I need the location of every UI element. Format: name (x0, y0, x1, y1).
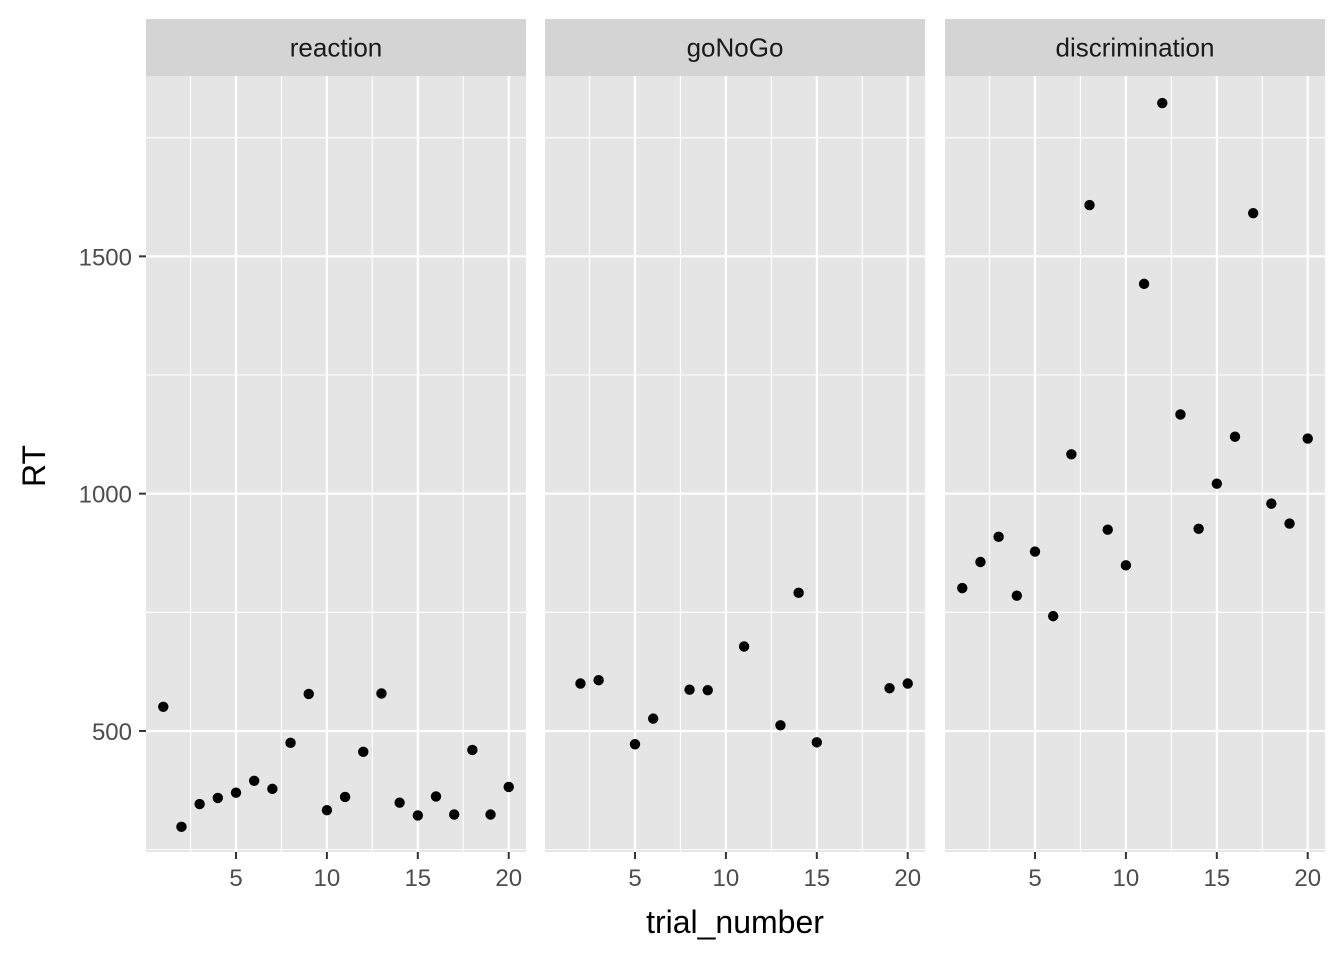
data-point (1229, 431, 1241, 442)
data-point (1066, 449, 1077, 460)
x-tick-label: 20 (894, 865, 921, 892)
data-point (1157, 97, 1168, 109)
data-point (1247, 207, 1259, 219)
y-tick-label: 1000 (79, 482, 132, 509)
x-tick-label: 15 (1203, 865, 1230, 892)
facet-panel-goNoGo: goNoGo (545, 19, 925, 852)
data-point (738, 641, 750, 652)
data-point (430, 791, 442, 802)
data-point (629, 739, 641, 750)
data-point (884, 683, 895, 694)
x-tick-label: 10 (713, 865, 740, 892)
x-tick-label: 15 (404, 865, 431, 892)
data-point (412, 810, 424, 821)
panel-background (545, 76, 925, 852)
data-point (212, 792, 224, 804)
data-point (358, 746, 369, 758)
x-tick-label: 20 (1294, 865, 1321, 892)
data-point (702, 684, 713, 696)
data-point (684, 684, 695, 695)
facet-panels: reaction goNoGo discrimination (146, 19, 1325, 852)
x-axis: 5 10 15 20 5 10 15 20 5 10 15 20 (229, 852, 1321, 892)
data-point (467, 744, 478, 756)
data-point (1102, 524, 1113, 535)
data-point (593, 674, 604, 686)
data-point (1193, 523, 1204, 534)
data-point (176, 821, 187, 833)
data-point (248, 775, 260, 787)
data-point (1011, 590, 1023, 601)
data-point (1084, 199, 1095, 211)
x-axis-title: trial_number (646, 904, 824, 940)
data-point (376, 688, 387, 699)
data-point (775, 720, 786, 731)
data-point (647, 713, 659, 724)
data-point (902, 678, 913, 689)
data-point (957, 582, 968, 594)
data-point (1175, 409, 1186, 420)
y-tick-label: 1500 (79, 244, 132, 271)
data-point (267, 783, 278, 795)
data-point (285, 737, 296, 749)
data-point (1047, 610, 1059, 622)
data-point (1302, 433, 1313, 444)
facet-strip-label: reaction (290, 33, 383, 63)
x-tick-label: 5 (229, 865, 242, 892)
facet-panel-discrimination: discrimination (945, 19, 1325, 852)
data-point (230, 787, 242, 798)
x-tick-label: 5 (1028, 865, 1041, 892)
data-point (303, 688, 314, 700)
data-point (575, 678, 586, 689)
x-tick-label: 10 (314, 865, 341, 892)
data-point (975, 556, 986, 568)
facet-strip-label: goNoGo (687, 33, 784, 63)
data-point (993, 531, 1004, 543)
data-point (1029, 546, 1041, 557)
data-point (194, 798, 205, 810)
data-point (793, 587, 804, 599)
x-tick-label: 20 (495, 865, 522, 892)
data-point (1120, 560, 1132, 571)
panel-background (945, 76, 1325, 852)
facet-strip (545, 19, 925, 76)
data-point (811, 737, 823, 748)
y-tick-label: 500 (92, 719, 132, 746)
data-point (339, 791, 351, 803)
facet-strip (146, 19, 526, 76)
data-point (448, 809, 460, 820)
facet-panel-reaction: reaction (146, 19, 526, 852)
y-axis-title: RT (16, 445, 52, 487)
data-point (321, 805, 333, 816)
data-point (1266, 498, 1277, 509)
facet-strip-label: discrimination (1056, 33, 1215, 63)
y-axis: 500 1000 1500 (79, 244, 146, 746)
data-point (1284, 518, 1295, 529)
x-tick-label: 5 (628, 865, 641, 892)
x-tick-label: 15 (803, 865, 830, 892)
data-point (503, 781, 514, 793)
facet-strip (945, 19, 1325, 76)
panel-background (146, 76, 526, 852)
x-tick-label: 10 (1113, 865, 1140, 892)
data-point (1138, 278, 1150, 290)
data-point (158, 701, 169, 712)
data-point (485, 809, 496, 820)
data-point (394, 797, 405, 808)
data-point (1211, 478, 1223, 489)
